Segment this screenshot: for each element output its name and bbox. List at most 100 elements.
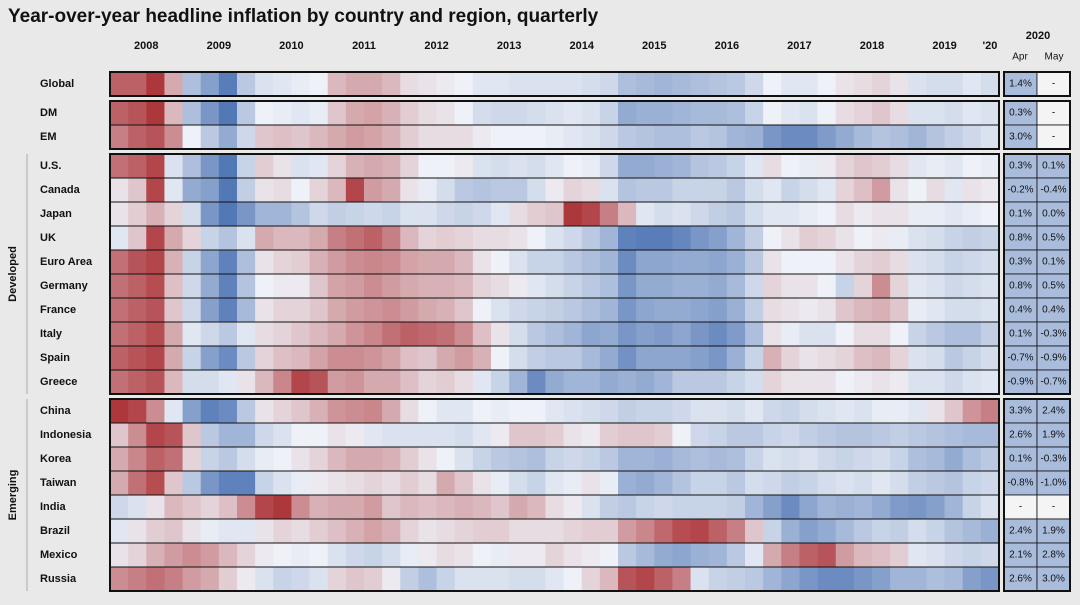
heat-cell <box>545 202 564 226</box>
heat-cell <box>418 125 437 149</box>
heat-cell <box>890 226 909 250</box>
heat-cell <box>255 370 274 394</box>
heat-cell <box>110 519 129 543</box>
heat-cell <box>418 519 437 543</box>
heat-cell <box>491 423 510 447</box>
heat-cell <box>364 226 383 250</box>
heat-cell <box>781 72 800 96</box>
heat-cell <box>545 125 564 149</box>
heat-cell <box>418 423 437 447</box>
heat-cell <box>599 72 619 96</box>
heat-cell <box>527 226 546 250</box>
row-label: Mexico <box>40 549 78 561</box>
heat-cell <box>218 250 238 274</box>
heat-cell <box>509 495 528 519</box>
recent-value-label: 3.0% <box>1009 132 1032 143</box>
heat-cell <box>581 154 601 178</box>
heat-cell <box>781 101 800 125</box>
heat-cell <box>726 298 746 322</box>
recent-value-label: - <box>1052 132 1055 143</box>
heat-cell <box>853 125 873 149</box>
heat-cell <box>364 519 383 543</box>
heat-cell <box>436 423 456 447</box>
heat-cell <box>926 274 945 298</box>
heat-cell <box>708 346 728 370</box>
heat-cell <box>472 72 492 96</box>
heat-cell <box>835 495 855 519</box>
heat-cell <box>418 447 437 471</box>
heat-cell <box>835 125 855 149</box>
heat-cell <box>690 423 710 447</box>
heat-cell <box>436 399 456 423</box>
heat-cell <box>309 202 329 226</box>
heat-cell <box>255 423 274 447</box>
heat-cell <box>890 154 909 178</box>
heat-cell <box>726 543 746 567</box>
heat-cell <box>636 298 655 322</box>
heat-cell <box>781 567 800 591</box>
heat-cell <box>853 101 873 125</box>
heat-cell <box>182 447 202 471</box>
heat-cell <box>291 125 310 149</box>
heat-cell <box>273 298 292 322</box>
recent-cell <box>1003 249 1038 275</box>
heat-cell <box>944 471 964 495</box>
heat-cell <box>853 495 873 519</box>
heat-cell <box>581 471 601 495</box>
heat-cell <box>218 423 238 447</box>
heat-cell <box>872 471 891 495</box>
heat-cell <box>291 567 310 591</box>
heat-cell <box>908 101 927 125</box>
heat-cell <box>255 298 274 322</box>
x-tick-label: 2012 <box>424 40 448 52</box>
heat-cell <box>491 370 510 394</box>
heat-cell <box>110 125 129 149</box>
heat-cell <box>962 72 982 96</box>
recent-cell <box>1036 321 1071 347</box>
heat-cell <box>908 178 927 202</box>
heat-cell <box>491 101 510 125</box>
heat-cell <box>200 226 220 250</box>
heat-cell <box>763 101 782 125</box>
heat-cell <box>654 72 673 96</box>
heat-cell <box>218 543 238 567</box>
heat-cell <box>164 226 183 250</box>
heat-cell <box>563 519 583 543</box>
heat-cell <box>781 519 800 543</box>
heat-cell <box>400 274 419 298</box>
heat-cell <box>436 125 456 149</box>
heat-cell <box>781 298 800 322</box>
heat-cell <box>273 202 292 226</box>
heat-cell <box>382 274 401 298</box>
recent-value-label: 0.5% <box>1042 233 1065 244</box>
heat-cell <box>726 471 746 495</box>
heat-cell <box>726 322 746 346</box>
heat-cell <box>654 178 673 202</box>
heat-cell <box>218 178 238 202</box>
heat-cell <box>182 567 202 591</box>
heat-cell <box>690 274 710 298</box>
heat-cell <box>309 423 329 447</box>
heat-cell <box>726 346 746 370</box>
heat-cell <box>781 370 800 394</box>
heat-cell <box>908 125 927 149</box>
heat-cell <box>581 447 601 471</box>
heat-cell <box>690 447 710 471</box>
recent-value-label: 2.6% <box>1009 430 1032 441</box>
heat-cell <box>563 543 583 567</box>
heat-cell <box>781 471 800 495</box>
heat-cell <box>382 543 401 567</box>
heat-cell <box>218 567 238 591</box>
heat-cell <box>708 543 728 567</box>
heat-cell <box>563 471 583 495</box>
heat-cell <box>599 370 619 394</box>
heat-cell <box>563 495 583 519</box>
heat-cell <box>110 298 129 322</box>
heat-cell <box>291 495 310 519</box>
heat-cell <box>382 370 401 394</box>
heat-cell <box>763 495 782 519</box>
heat-cell <box>327 519 347 543</box>
heat-cell <box>726 495 746 519</box>
heat-cell <box>618 322 637 346</box>
heat-cell <box>291 471 310 495</box>
